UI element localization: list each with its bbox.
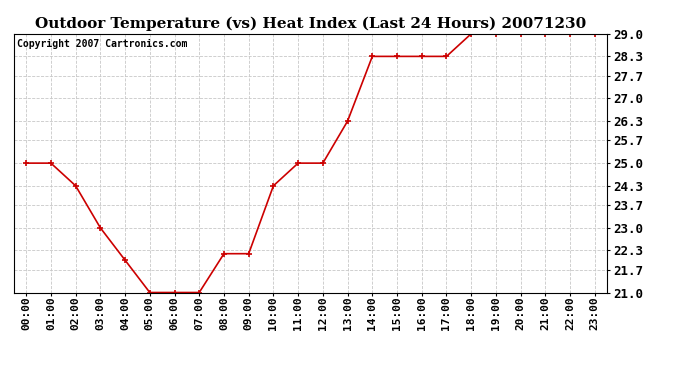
Title: Outdoor Temperature (vs) Heat Index (Last 24 Hours) 20071230: Outdoor Temperature (vs) Heat Index (Las… [35, 17, 586, 31]
Text: Copyright 2007 Cartronics.com: Copyright 2007 Cartronics.com [17, 39, 187, 49]
